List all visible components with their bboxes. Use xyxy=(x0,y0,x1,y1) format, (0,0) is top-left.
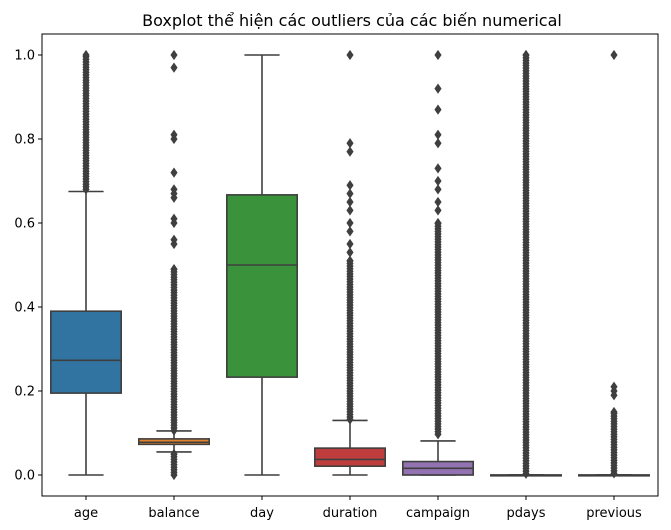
outlier-marker xyxy=(82,49,90,61)
box-group-day xyxy=(226,54,299,476)
outlier-marker xyxy=(434,83,442,94)
outlier-marker xyxy=(170,49,178,61)
outlier-marker xyxy=(346,205,354,216)
outlier-marker xyxy=(434,138,442,149)
chart-title: Boxplot thể hiện các outliers của các bi… xyxy=(142,11,562,30)
outlier-marker xyxy=(434,49,442,61)
outlier-marker xyxy=(346,255,354,266)
x-tick-label-previous: previous xyxy=(586,506,642,521)
outlier-marker xyxy=(170,167,178,178)
axes: 0.0 0.2 0.4 0.6 0.8 1.0 age balance day duration c… xyxy=(14,49,642,522)
outlier-marker xyxy=(434,175,442,187)
outlier-marker xyxy=(346,196,354,208)
outlier-marker xyxy=(346,247,354,258)
outlier-marker xyxy=(434,184,442,195)
x-tick-label-campaign: campaign xyxy=(406,506,470,521)
y-tick-label: 0.0 xyxy=(14,469,35,484)
box-group-age xyxy=(49,49,123,476)
outlier-marker xyxy=(610,49,618,61)
outlier-marker xyxy=(346,188,354,199)
outlier-marker xyxy=(346,217,354,229)
outlier-marker xyxy=(434,196,442,208)
y-tick-label: 0.4 xyxy=(14,301,35,316)
outlier-marker xyxy=(434,104,442,115)
outlier-marker xyxy=(170,184,178,195)
y-tick-label: 0.6 xyxy=(14,217,35,232)
outlier-marker xyxy=(346,238,354,250)
box-group-pdays xyxy=(489,49,562,479)
outlier-marker xyxy=(346,49,354,61)
outlier-marker xyxy=(346,226,354,237)
outlier-marker xyxy=(434,205,442,216)
box-day xyxy=(226,194,299,378)
box-group-previous xyxy=(577,49,650,479)
y-tick-label: 1.0 xyxy=(14,49,35,64)
plot-area xyxy=(49,49,650,481)
outlier-marker xyxy=(434,217,442,229)
box-duration xyxy=(313,447,386,467)
box-group-campaign xyxy=(401,49,474,476)
outlier-marker xyxy=(610,381,618,392)
outlier-marker xyxy=(346,138,354,149)
x-tick-label-balance: balance xyxy=(148,506,199,521)
x-tick-label-day: day xyxy=(250,506,274,521)
outlier-marker xyxy=(170,62,178,73)
box-age xyxy=(49,310,123,394)
outlier-marker xyxy=(610,406,618,418)
y-tick-label: 0.8 xyxy=(14,133,35,148)
outlier-marker xyxy=(346,180,354,191)
outlier-marker xyxy=(170,213,178,224)
outlier-marker xyxy=(170,264,178,275)
outlier-marker xyxy=(434,163,442,174)
outlier-marker xyxy=(170,234,178,245)
y-tick-label: 0.2 xyxy=(14,385,35,400)
outlier-marker xyxy=(170,129,178,140)
outlier-marker xyxy=(522,49,530,61)
x-tick-label-duration: duration xyxy=(323,506,378,521)
box-group-duration xyxy=(313,49,386,476)
x-tick-label-pdays: pdays xyxy=(507,506,546,521)
box-group-balance xyxy=(138,49,211,481)
outlier-marker xyxy=(434,129,442,140)
x-tick-label-age: age xyxy=(74,506,98,521)
outlier-marker xyxy=(346,146,354,157)
